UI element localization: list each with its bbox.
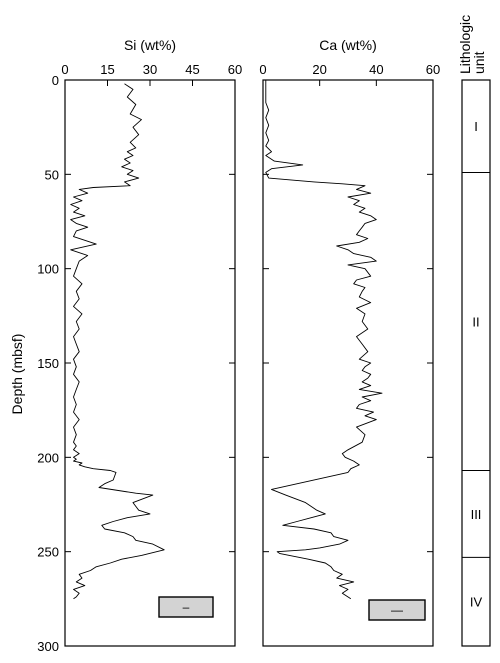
lithologic-unit-frame bbox=[461, 79, 491, 647]
si-x-tick-label: 15 bbox=[100, 62, 114, 77]
ca-series-line bbox=[265, 80, 383, 600]
lithologic-unit-label: I bbox=[474, 119, 478, 134]
lithologic-unit-title-line: Lithologic bbox=[457, 15, 473, 74]
lithologic-unit-title-line: unit bbox=[471, 51, 487, 74]
ca-depth-ticks bbox=[263, 79, 433, 647]
lithologic-unit-label: II bbox=[472, 314, 479, 329]
depth-tick-label: 200 bbox=[37, 450, 59, 465]
ca-plot-frame bbox=[262, 79, 434, 647]
ca-legend-label: — bbox=[391, 603, 403, 617]
ca-x-tick-label: 40 bbox=[369, 62, 383, 77]
ca-panel: Ca (wt%) 0 20 40 60 — bbox=[259, 37, 440, 647]
si-legend-label: – bbox=[183, 600, 190, 614]
depth-tick-label: 150 bbox=[37, 356, 59, 371]
si-legend-box bbox=[158, 596, 214, 618]
depth-tick-label: 100 bbox=[37, 262, 59, 277]
si-x-tick-label: 0 bbox=[61, 62, 68, 77]
si-plot-frame bbox=[64, 79, 236, 647]
si-series-line bbox=[70, 83, 165, 600]
depth-axis-label: Depth (mbsf) bbox=[9, 334, 25, 415]
lithologic-unit-title: Lithologicunit bbox=[457, 15, 487, 74]
depth-tick-label: 0 bbox=[52, 73, 59, 88]
lithologic-unit-label: III bbox=[471, 507, 482, 522]
si-title: Si (wt%) bbox=[124, 37, 176, 53]
ca-title: Ca (wt%) bbox=[319, 37, 377, 53]
depth-tick-label: 300 bbox=[37, 639, 59, 654]
ca-x-tick-label: 60 bbox=[426, 62, 440, 77]
ca-x-axis: 0 20 40 60 bbox=[259, 62, 440, 86]
si-x-tick-label: 60 bbox=[228, 62, 242, 77]
si-x-tick-label: 45 bbox=[185, 62, 199, 77]
depth-tick-label: 50 bbox=[45, 167, 59, 182]
ca-legend-box bbox=[368, 599, 426, 621]
depth-tick-label: 250 bbox=[37, 545, 59, 560]
lithologic-unit-label: IV bbox=[470, 595, 483, 610]
ca-x-tick-label: 20 bbox=[312, 62, 326, 77]
si-x-axis: 0 15 30 45 60 bbox=[61, 62, 242, 86]
ca-x-tick-label: 0 bbox=[259, 62, 266, 77]
si-panel: Si (wt%) 0 15 30 45 60 0 50 100 150 200 250 300 De… bbox=[9, 37, 242, 654]
si-x-tick-label: 30 bbox=[143, 62, 157, 77]
depth-axis: 0 50 100 150 200 250 300 bbox=[37, 73, 235, 654]
